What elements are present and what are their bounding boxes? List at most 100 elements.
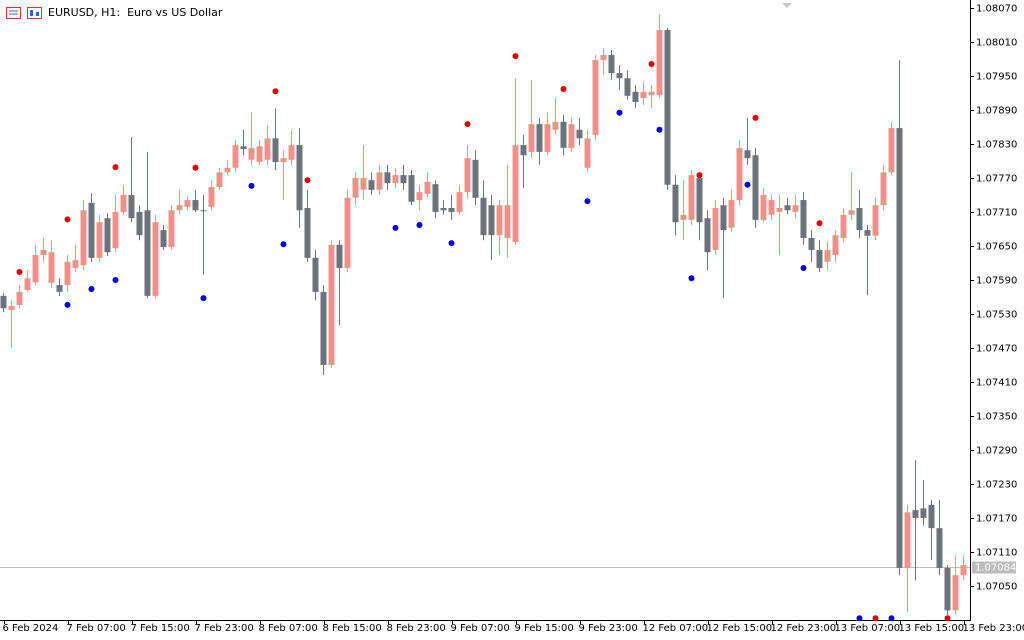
candle-body: [232, 145, 239, 168]
fractal-dot: [648, 61, 655, 68]
x-tick-label: 8 Feb 07:00: [259, 623, 318, 634]
candle-body: [512, 145, 519, 242]
x-tick-label: 7 Feb 15:00: [131, 623, 190, 634]
candle-body: [808, 238, 815, 250]
x-tick-label: 9 Feb 07:00: [451, 623, 510, 634]
candle-body: [448, 207, 455, 212]
candle-body: [176, 205, 183, 211]
icon-chart: [27, 7, 42, 19]
candle-body: [640, 91, 647, 99]
fractal-dot: [88, 286, 95, 293]
candle-body: [944, 567, 951, 611]
fractal-dot: [112, 276, 119, 283]
x-tick-label: 13 Feb 23:00: [963, 623, 1024, 634]
candle-body: [16, 291, 23, 305]
y-tick-label: 1.07050: [976, 582, 1017, 593]
candle-body: [856, 207, 863, 231]
chart-title: EURUSD, H1: Euro vs US Dollar: [48, 6, 223, 19]
candle-body: [344, 197, 351, 269]
fractal-dot: [304, 177, 311, 184]
y-tick-label: 1.07950: [976, 72, 1017, 83]
y-tick-label: 1.07350: [976, 412, 1017, 423]
fractal-dot: [872, 615, 879, 622]
candle-body: [432, 184, 439, 212]
icon-bar: [36, 12, 39, 16]
fractal-dot: [744, 181, 751, 188]
candle-body: [632, 91, 639, 103]
candle-body: [736, 147, 743, 201]
candle-body: [248, 147, 255, 160]
candles: [0, 14, 967, 615]
candle-body: [568, 124, 575, 148]
fractal-dot: [944, 615, 951, 622]
candle-body: [104, 218, 111, 253]
current-price-label: 1.07084: [975, 563, 1016, 574]
fractal-dot: [64, 301, 71, 308]
fractal-dot: [816, 220, 823, 227]
fractal-dot: [200, 295, 207, 302]
current-price-box: [972, 561, 1016, 574]
fractal-dot: [800, 265, 807, 272]
x-tick-label: 13 Feb 07:00: [835, 623, 901, 634]
candle-body: [272, 138, 279, 163]
fractal-dot: [560, 85, 567, 92]
candle-body: [664, 30, 671, 185]
candle-body: [776, 207, 783, 212]
candle-body: [608, 54, 615, 74]
y-tick-label: 1.07290: [976, 446, 1017, 457]
candle-body: [760, 194, 767, 220]
fractal-dot: [112, 164, 119, 171]
candle-body: [928, 504, 935, 529]
candle-body: [408, 175, 415, 202]
y-tick-label: 1.07650: [976, 242, 1017, 253]
candle-body: [840, 214, 847, 239]
candle-body: [864, 230, 871, 236]
candle-body: [896, 128, 903, 568]
candle-body: [200, 210, 207, 212]
x-tick-label: 12 Feb 15:00: [707, 623, 773, 634]
candle-body: [144, 210, 151, 296]
candle-body: [288, 145, 295, 160]
candle-body: [64, 261, 71, 286]
candle-body: [744, 150, 751, 159]
candle-body: [376, 172, 383, 190]
icon-list: [6, 7, 21, 19]
candle-body: [256, 146, 263, 163]
candle-body: [168, 210, 175, 248]
candle-body: [888, 128, 895, 173]
x-tick-label: 7 Feb 23:00: [195, 623, 254, 634]
candle-body: [72, 260, 79, 269]
candle-body: [320, 291, 327, 365]
candle-body: [872, 205, 879, 236]
candle-body: [536, 124, 543, 152]
candle-body: [360, 177, 367, 190]
candle-body: [832, 235, 839, 256]
candle-body: [824, 249, 831, 262]
candle-body: [768, 200, 775, 215]
fractal-dot: [392, 224, 399, 231]
fractal-dot: [272, 88, 279, 95]
candle-body: [8, 306, 15, 310]
candle-body: [416, 192, 423, 201]
candle-body: [368, 180, 375, 190]
candle-body: [392, 175, 399, 184]
x-tick-label: 7 Feb 07:00: [67, 623, 126, 634]
candle-body: [552, 121, 559, 130]
x-tick-label: 13 Feb 15:00: [899, 623, 965, 634]
candle-body: [88, 202, 95, 258]
candle-body: [576, 129, 583, 139]
y-tick-label: 1.07830: [976, 140, 1017, 151]
candle-body: [80, 210, 87, 266]
fractal-dot: [192, 164, 199, 171]
y-tick-label: 1.07770: [976, 174, 1017, 185]
candle-body: [584, 138, 591, 168]
candle-body: [456, 192, 463, 212]
fractal-dot: [888, 615, 895, 622]
fractal-dot: [584, 198, 591, 205]
candle-body: [128, 194, 135, 219]
y-tick-label: 1.08010: [976, 38, 1017, 49]
candle-body: [656, 30, 663, 96]
candle-body: [528, 124, 535, 152]
fractal-dot: [280, 241, 287, 248]
